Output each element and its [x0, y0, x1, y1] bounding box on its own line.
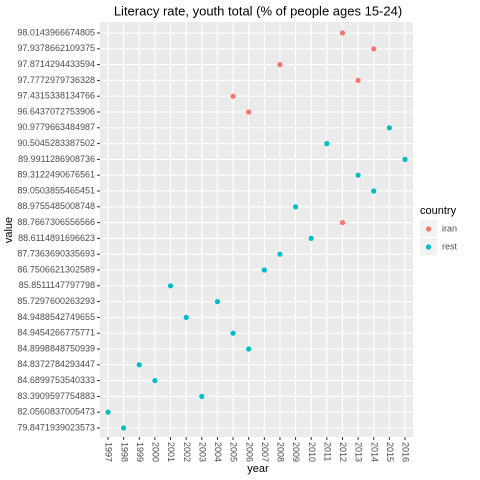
- x-tick-label: 2015: [385, 442, 395, 462]
- point: [324, 141, 330, 147]
- legend-swatch: [425, 244, 432, 250]
- y-tick-label: 84.8372784293447: [17, 359, 95, 369]
- y-tick-label: 89.0503855465451: [17, 185, 95, 195]
- point: [277, 62, 283, 68]
- y-tick-label: 84.8998848750939: [17, 343, 95, 353]
- point: [277, 251, 283, 257]
- y-tick-label: 97.7772979736328: [17, 75, 95, 85]
- x-tick-label: 2006: [244, 442, 254, 462]
- point: [183, 314, 189, 320]
- y-tick-label: 84.9488542749655: [17, 312, 95, 322]
- x-tick-label: 2005: [229, 442, 239, 462]
- point: [292, 204, 299, 210]
- y-tick-label: 85.7297600263293: [17, 296, 95, 306]
- y-tick-label: 97.4315338134766: [17, 91, 95, 101]
- point: [339, 220, 346, 226]
- point: [355, 172, 361, 178]
- x-tick-label: 2000: [151, 442, 161, 462]
- y-tick-label: 98.0143966674805: [17, 27, 95, 37]
- y-tick-label: 90.5045283387502: [17, 138, 95, 148]
- x-tick-label: 2014: [369, 442, 379, 462]
- point: [136, 362, 142, 368]
- y-tick-label: 97.8714294433594: [17, 59, 95, 69]
- panel: [100, 22, 413, 437]
- y-tick-label: 90.9779663484987: [17, 122, 95, 132]
- point: [167, 283, 174, 289]
- point: [339, 30, 346, 36]
- x-tick-label: 2008: [276, 442, 286, 462]
- y-tick-label: 83.3909597754883: [17, 391, 95, 401]
- x-tick-label: 2003: [197, 442, 207, 462]
- point: [105, 409, 111, 415]
- point: [371, 188, 377, 194]
- y-tick-label: 86.7506621302589: [17, 264, 95, 274]
- point: [402, 156, 408, 162]
- point: [121, 425, 127, 431]
- x-tick-label: 2016: [401, 442, 411, 462]
- point: [246, 109, 252, 115]
- point: [355, 77, 361, 83]
- y-tick-label: 87.7363690335693: [17, 249, 95, 259]
- x-tick-label: 2009: [291, 442, 301, 462]
- y-tick-label: 88.7667306556566: [17, 217, 95, 227]
- y-tick-label: 84.6899753540333: [17, 375, 95, 385]
- legend-label: iran: [442, 223, 457, 233]
- point: [230, 93, 236, 99]
- x-tick-label: 2013: [354, 442, 364, 462]
- y-tick-label: 97.9378662109375: [17, 43, 95, 53]
- y-tick-label: 88.6114891696623: [18, 233, 95, 243]
- x-tick-label: 2012: [338, 442, 348, 462]
- x-tick-label: 1997: [104, 442, 114, 462]
- y-tick-label: 89.3122490676561: [17, 170, 95, 180]
- point: [386, 125, 392, 131]
- y-axis-label: value: [3, 217, 15, 243]
- point: [308, 235, 314, 241]
- y-tick-label: 82.0560837005473: [17, 407, 95, 417]
- y-tick-label: 88.9755485008748: [17, 201, 95, 211]
- chart-title: Literacy rate, youth total (% of people …: [114, 3, 402, 18]
- x-tick-label: 2011: [322, 442, 332, 461]
- x-tick-label: 1998: [119, 442, 129, 462]
- y-tick-label: 84.9454266775771: [17, 328, 95, 338]
- x-tick-label: 2002: [182, 442, 192, 462]
- point: [371, 46, 377, 52]
- x-tick-label: 2010: [307, 442, 317, 462]
- y-tick-label: 96.6437072753906: [17, 106, 95, 116]
- y-tick-label: 79.8471939023573: [17, 422, 95, 432]
- y-tick-label: 89.9911286908736: [18, 154, 95, 164]
- point: [199, 393, 205, 399]
- point: [246, 346, 252, 352]
- point: [261, 267, 267, 273]
- point: [152, 378, 158, 384]
- x-tick-label: 1999: [135, 442, 145, 462]
- legend-label: rest: [442, 241, 458, 251]
- legend-title: country: [420, 205, 457, 217]
- x-tick-label: 2004: [213, 442, 223, 462]
- x-axis-label: year: [247, 463, 269, 475]
- x-tick-label: 2007: [260, 442, 270, 462]
- point: [214, 299, 221, 305]
- legend-swatch: [425, 226, 432, 232]
- point: [230, 330, 236, 336]
- x-tick-label: 2001: [166, 442, 176, 462]
- y-tick-label: 85.8511147797798: [19, 280, 95, 290]
